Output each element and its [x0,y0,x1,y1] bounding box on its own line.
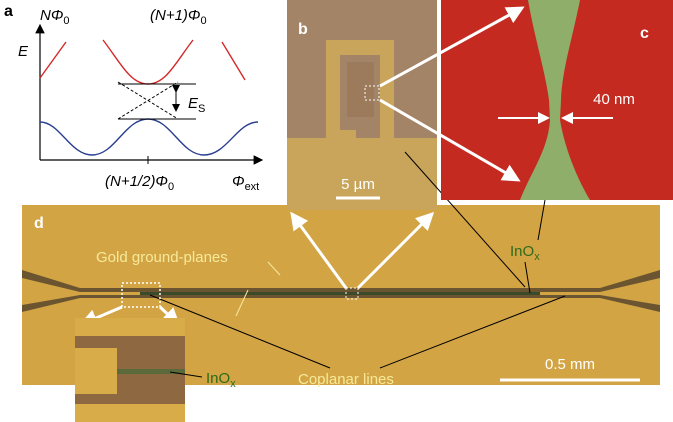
inox-wire [140,292,540,295]
x-tick-label: (N+1/2)Φ0 [105,173,174,193]
label-text: (N+1)Φ [150,7,200,24]
panel-a: a E NΦ0 (N+1)Φ0 ES (N+1/2)Φ0 Φext [4,3,262,193]
label-sub: ext [245,181,260,193]
inset-gold [75,404,185,422]
loop-inner [347,62,374,117]
label-text: Φ [232,173,245,190]
upper-band [40,42,66,78]
upper-band [222,42,245,80]
panel-label: d [34,215,44,232]
scale-label: 5 µm [341,176,375,193]
crossing [118,82,178,119]
panel-label: a [4,3,13,20]
scale-label: 0.5 mm [545,356,595,373]
inset-gold [75,318,185,336]
y-axis-label: E [18,43,29,60]
label-text: (N+1/2)Φ [105,173,168,190]
lower-band [40,119,258,155]
label-text: NΦ [40,7,63,24]
curve-label: NΦ0 [40,7,70,27]
panel-d: d Gold ground-planes InOx Coplanar lines… [22,205,660,422]
width-label: 40 nm [593,91,635,108]
label-text: InO [510,243,534,260]
curve-label: (N+1)Φ0 [150,7,207,27]
label-sub: 0 [168,181,174,193]
label-sub: S [198,103,205,115]
ground-label: Gold ground-planes [96,249,228,266]
upper-band [103,40,193,84]
x-axis-label: Φext [232,173,259,193]
label-sub: 0 [63,15,69,27]
gap-label: ES [188,95,205,115]
label-sub: 0 [200,15,206,27]
label-sub: x [534,251,540,263]
page: {"panels":{ "a":{"label":"a","y_axis":"E… [0,0,673,422]
label-text: InO [206,370,230,387]
label-sub: x [230,378,236,390]
lines-label: Coplanar lines [298,371,394,388]
panel-label: b [298,21,308,38]
panel-label: c [640,25,649,42]
figure: a E NΦ0 (N+1)Φ0 ES (N+1/2)Φ0 Φext d Gold… [0,0,673,422]
inset-gold [75,348,117,394]
